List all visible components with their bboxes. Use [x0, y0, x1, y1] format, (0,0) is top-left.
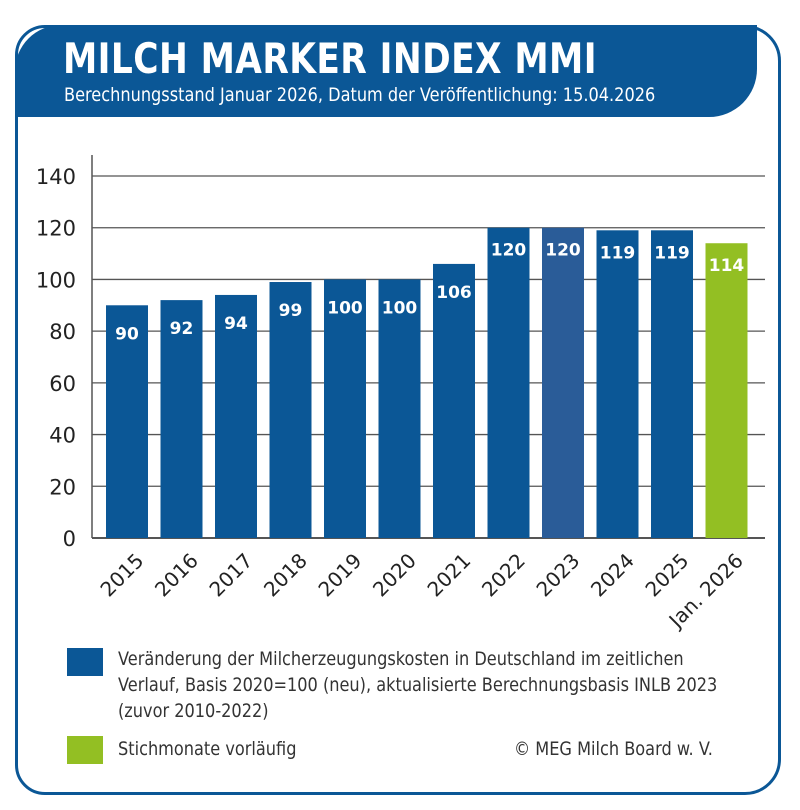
- header-band: [15, 25, 757, 117]
- bar: [651, 230, 693, 539]
- legend-line: Stichmonate vorläufig: [118, 738, 297, 760]
- x-tick-label: 2017: [204, 548, 257, 601]
- legend-line: Veränderung der Milcherzeugungskosten in…: [118, 648, 684, 670]
- y-tick-label: 140: [36, 165, 76, 189]
- bar: [542, 227, 584, 538]
- bar: [269, 282, 312, 538]
- y-tick-label: 100: [36, 268, 76, 292]
- bar-value-label: 120: [491, 241, 527, 261]
- bar: [596, 230, 639, 539]
- bar-value-label: 119: [600, 243, 636, 263]
- bar: [160, 300, 203, 538]
- bar: [215, 294, 257, 538]
- x-tick-label: 2018: [259, 548, 312, 601]
- bar-value-label: 100: [327, 298, 363, 318]
- x-tick-label: 2022: [477, 548, 530, 601]
- y-tick-label: 80: [49, 320, 76, 344]
- y-tick-label: 0: [63, 527, 76, 551]
- copyright: © MEG Milch Board w. V.: [514, 738, 713, 760]
- legend-label-costs: Veränderung der Milcherzeugungskosten in…: [118, 646, 717, 724]
- bar-value-label: 94: [224, 314, 248, 334]
- bar: [487, 227, 530, 538]
- legend-line: Verlauf, Basis 2020=100 (neu), aktualisi…: [118, 674, 718, 696]
- bar-value-label: 100: [382, 298, 418, 318]
- bar: [324, 279, 366, 538]
- chart-title: MILCH MARKER INDEX MMI: [63, 34, 597, 83]
- y-tick-label: 40: [49, 424, 76, 448]
- bar: [433, 263, 475, 538]
- legend-line: (zuvor 2010-2022): [118, 700, 269, 722]
- x-tick-label: 2015: [95, 548, 148, 601]
- x-tick-label: 2020: [368, 548, 421, 601]
- y-tick-label: 20: [49, 475, 76, 499]
- bar-value-label: 92: [170, 319, 194, 339]
- bar: [378, 279, 421, 538]
- x-tick-label: 2019: [313, 548, 366, 601]
- x-tick-label: 2024: [586, 548, 639, 601]
- bar-value-label: 120: [545, 241, 581, 261]
- legend-swatch-provisional: [67, 736, 103, 764]
- chart-subtitle: Berechnungsstand Januar 2026, Datum der …: [64, 84, 656, 106]
- bar-value-label: 90: [115, 324, 139, 344]
- x-tick-label: 2021: [422, 548, 475, 601]
- bar: [705, 243, 748, 538]
- bar-value-label: 119: [654, 243, 690, 263]
- bar-value-label: 99: [279, 301, 303, 321]
- bar-value-label: 114: [709, 256, 745, 276]
- legend-label-provisional: Stichmonate vorläufig: [118, 736, 296, 762]
- x-tick-label: 2023: [531, 548, 584, 601]
- legend-swatch-costs: [67, 648, 103, 676]
- bar-value-label: 106: [436, 283, 472, 303]
- y-tick-label: 120: [36, 217, 76, 241]
- y-tick-label: 60: [49, 372, 76, 396]
- x-tick-label: 2016: [150, 548, 203, 601]
- bar: [106, 305, 148, 538]
